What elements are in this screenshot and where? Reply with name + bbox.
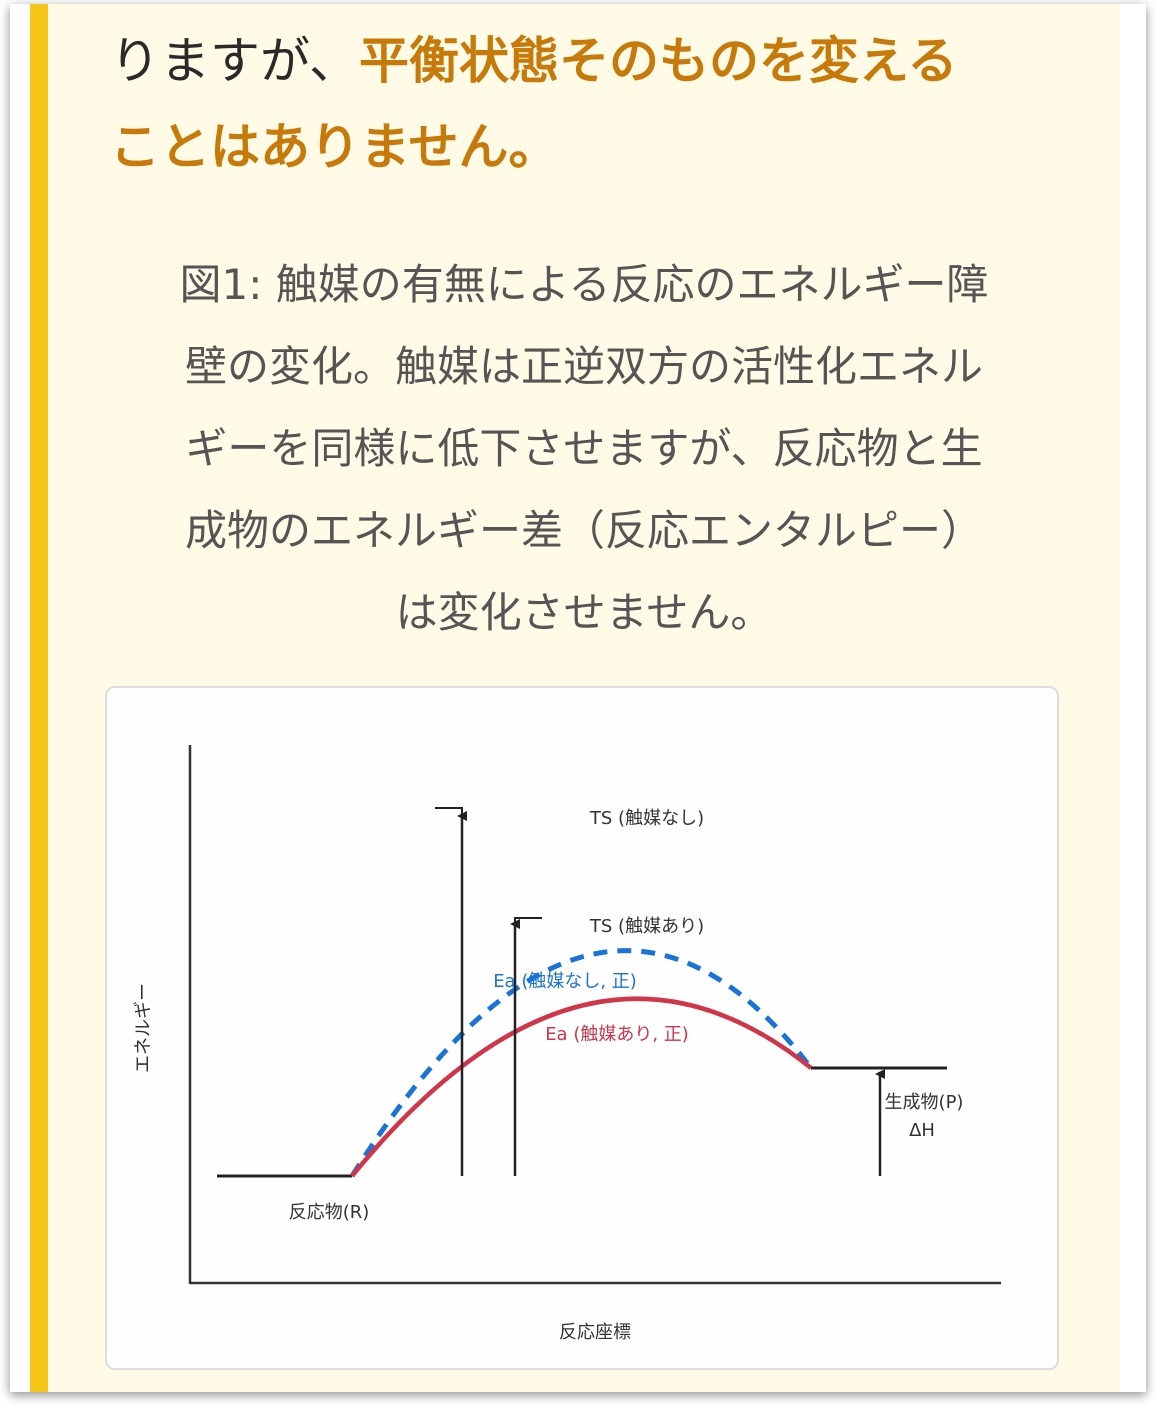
y-axis-label: エネルギー bbox=[133, 983, 154, 1073]
lead-plain: りますが、 bbox=[110, 32, 359, 90]
note-accent-bar bbox=[30, 4, 48, 1392]
screenshot-frame: りますが、平衡状態そのものを変える ことはありません。 図1: 触媒の有無による… bbox=[10, 4, 1146, 1392]
caption-line-3: ギーを同様に低下させますが、反応物と生 bbox=[185, 424, 983, 473]
x-axis-label: 反応座標 bbox=[559, 1322, 631, 1343]
catalyzed-curve bbox=[350, 996, 813, 1178]
caption-line-4: 成物のエネルギー差（反応エンタルピー） bbox=[184, 506, 983, 555]
caption-line-1: 図1: 触媒の有無による反応のエネルギー障 bbox=[179, 260, 989, 309]
ts-uncatalyzed-label: TS (触媒なし) bbox=[589, 808, 704, 829]
product-label: 生成物(P) bbox=[885, 1092, 964, 1113]
energy-diagram-card: TS (触媒なし) TS (触媒あり) Ea (触媒なし, 正) Ea (触媒あ… bbox=[105, 686, 1059, 1370]
lead-text: りますが、平衡状態そのものを変える ことはありません。 bbox=[110, 18, 1070, 190]
caption-line-2: 壁の変化。触媒は正逆双方の活性化エネル bbox=[184, 342, 983, 391]
delta-h-label: ΔH bbox=[909, 1120, 935, 1141]
lead-highlight-2: ことはありません。 bbox=[110, 118, 559, 176]
ts-catalyzed-label: TS (触媒あり) bbox=[589, 916, 704, 937]
caption-line-5: は変化させません。 bbox=[395, 588, 773, 637]
ts-catalyzed-marker bbox=[514, 917, 542, 922]
ea-catalyzed-label: Ea (触媒あり, 正) bbox=[545, 1024, 689, 1045]
reactant-label: 反応物(R) bbox=[289, 1202, 370, 1223]
figure-caption: 図1: 触媒の有無による反応のエネルギー障 壁の変化。触媒は正逆双方の活性化エネ… bbox=[124, 244, 1044, 654]
ea-uncatalyzed-label: Ea (触媒なし, 正) bbox=[493, 971, 637, 992]
ts-uncatalyzed-marker bbox=[435, 807, 463, 818]
uncatalyzed-curve bbox=[349, 948, 813, 1178]
lead-highlight-1: 平衡状態そのものを変える bbox=[359, 32, 958, 90]
energy-diagram: TS (触媒なし) TS (触媒あり) Ea (触媒なし, 正) Ea (触媒あ… bbox=[133, 745, 1001, 1343]
